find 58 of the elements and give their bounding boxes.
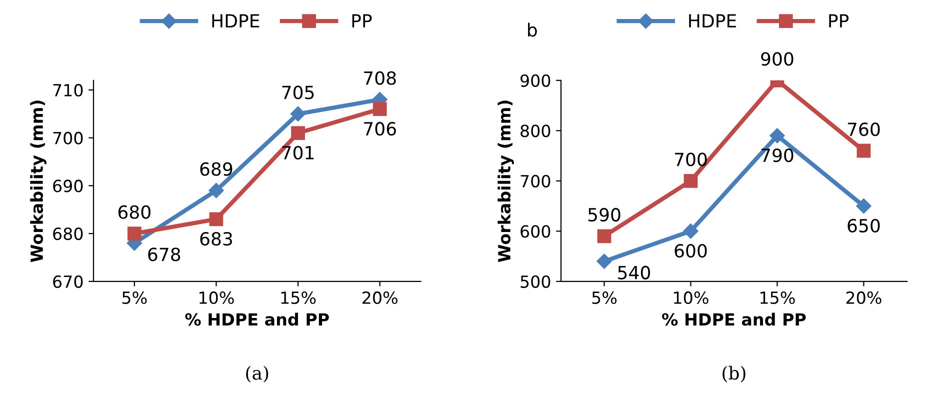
- x-tick-label: 20%: [846, 291, 882, 304]
- legend-label: PP: [352, 14, 372, 28]
- y-axis-title: Workability (mm): [498, 100, 514, 262]
- text: (b): [722, 366, 746, 382]
- x-tick-label: 5%: [592, 291, 617, 304]
- data-label: 708: [364, 71, 396, 85]
- data-label: 678: [148, 248, 180, 262]
- y-tick-label: 670: [53, 275, 83, 288]
- point: [291, 126, 305, 140]
- data-label: 600: [674, 244, 707, 258]
- y-tick-label: 680: [53, 228, 83, 240]
- point: [684, 174, 698, 188]
- x-tick-label: 10%: [200, 291, 234, 304]
- x-axis-title: % HDPE and PP: [662, 312, 806, 326]
- x-tick-label: 15%: [281, 291, 316, 304]
- text: b: [528, 22, 537, 37]
- y-tick-label: 710: [53, 84, 83, 97]
- text: (a): [246, 366, 268, 382]
- legend-label: PP: [829, 14, 849, 28]
- data-label: 790: [761, 148, 794, 162]
- y-tick-label: 690: [53, 180, 83, 192]
- point: [683, 224, 698, 239]
- point: [770, 128, 785, 144]
- data-label: 900: [761, 52, 794, 66]
- data-label: 706: [364, 122, 396, 136]
- point: [208, 182, 224, 198]
- point: [290, 106, 306, 122]
- x-tick-label: 20%: [362, 291, 398, 304]
- x-tick-label: 5%: [122, 291, 147, 304]
- x-axis-title: % HDPE and PP: [185, 312, 329, 326]
- data-label: 680: [118, 205, 150, 219]
- x-tick-label: 10%: [674, 291, 708, 304]
- data-label: 689: [200, 162, 232, 176]
- point: [597, 229, 612, 244]
- data-label: 590: [588, 208, 620, 222]
- data-label: 700: [674, 152, 707, 166]
- legend-label: HDPE: [212, 14, 260, 28]
- point: [856, 198, 872, 214]
- data-label: 701: [282, 146, 314, 160]
- point: [856, 144, 871, 158]
- x-tick-label: 15%: [760, 291, 795, 304]
- data-label: 540: [618, 266, 650, 280]
- y-tick-label: 800: [520, 124, 550, 138]
- point: [127, 226, 142, 240]
- point: [596, 254, 612, 269]
- point: [209, 212, 224, 226]
- y-axis-title: Workability (mm): [30, 100, 46, 262]
- y-tick-label: 500: [520, 275, 550, 288]
- y-tick-label: 900: [520, 74, 550, 87]
- data-label: 650: [848, 218, 880, 232]
- data-label: 760: [848, 122, 880, 136]
- data-label: 683: [200, 232, 232, 246]
- y-tick-label: 600: [520, 225, 550, 238]
- data-label: 705: [282, 86, 314, 100]
- y-tick-label: 700: [53, 132, 83, 144]
- point: [372, 102, 387, 116]
- legend-label: HDPE: [689, 14, 736, 28]
- y-tick-label: 700: [520, 174, 550, 188]
